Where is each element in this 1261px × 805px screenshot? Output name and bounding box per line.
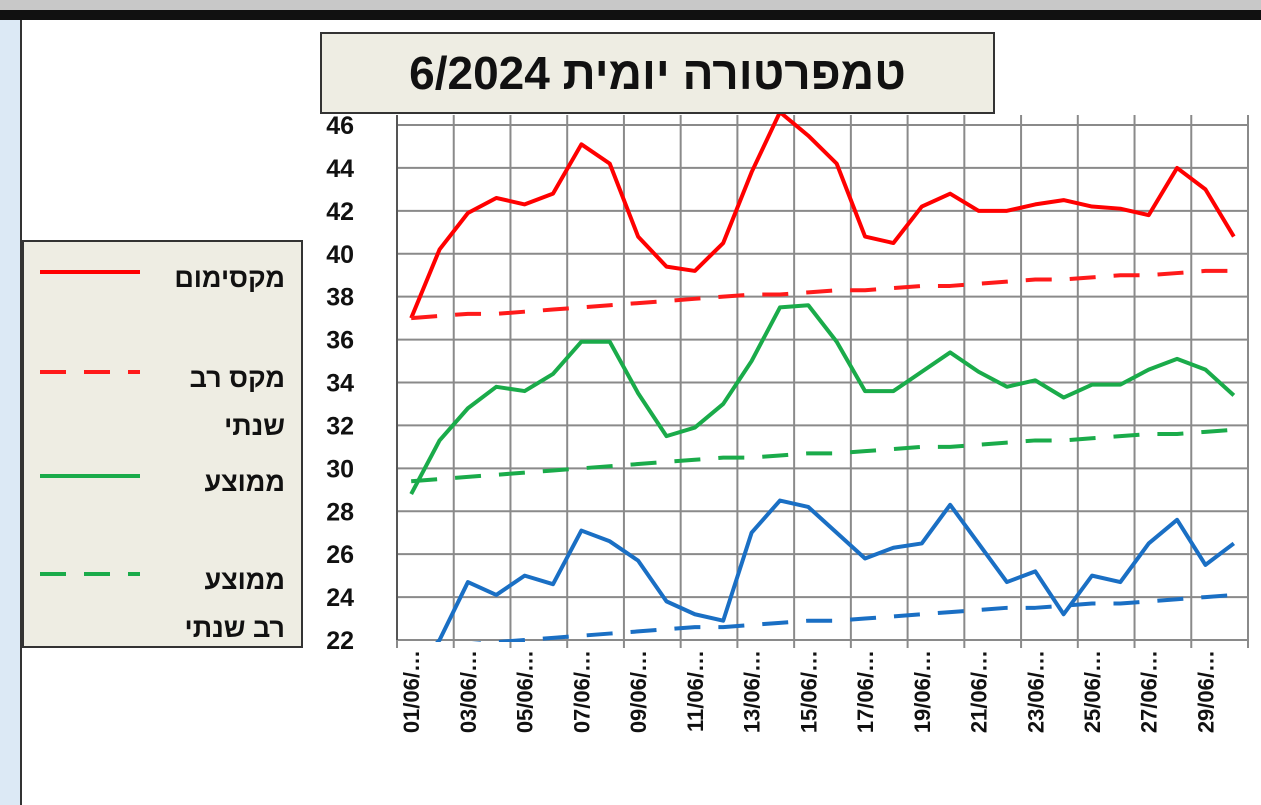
legend-label: מקס רב שנתי bbox=[189, 363, 285, 441]
x-tick-label: 09/06/… bbox=[626, 650, 651, 733]
top-strip bbox=[0, 0, 1261, 10]
y-tick-label: 24 bbox=[326, 584, 354, 612]
y-tick-label: 22 bbox=[326, 627, 354, 655]
legend-swatch bbox=[40, 270, 140, 274]
legend: מקסימום מקס רב שנתי ממוצע ממוצע רב שנתי bbox=[22, 240, 303, 648]
x-tick-label: 07/06/… bbox=[569, 650, 594, 733]
y-tick-label: 36 bbox=[326, 327, 354, 355]
y-tick-label: 40 bbox=[326, 241, 354, 269]
top-bar bbox=[0, 10, 1261, 20]
x-tick-label: 15/06/… bbox=[796, 650, 821, 733]
legend-swatch bbox=[40, 474, 140, 478]
y-tick-label: 38 bbox=[326, 284, 354, 312]
legend-entry: ממוצע bbox=[24, 450, 301, 550]
x-tick-label: 11/06/… bbox=[683, 650, 708, 732]
y-tick-label: 46 bbox=[326, 112, 354, 140]
y-tick-label: 26 bbox=[326, 541, 354, 569]
legend-swatch bbox=[40, 370, 140, 374]
x-tick-label: 23/06/… bbox=[1023, 650, 1048, 733]
dashed-line bbox=[471, 592, 1234, 642]
side-strip bbox=[0, 20, 20, 805]
x-tick-label: 29/06/… bbox=[1193, 650, 1218, 733]
y-tick-label: 42 bbox=[326, 198, 354, 226]
y-tick-label: 32 bbox=[326, 412, 354, 440]
x-tick-label: 01/06/… bbox=[399, 650, 424, 733]
dashed-line bbox=[411, 268, 1234, 321]
legend-entry: מקסימום bbox=[24, 246, 301, 346]
line bbox=[409, 110, 1236, 319]
y-tick-label: 30 bbox=[326, 455, 354, 483]
line bbox=[435, 498, 1236, 642]
legend-entry: ממוצע רב שנתי bbox=[24, 548, 301, 648]
y-tick-label: 34 bbox=[326, 370, 354, 398]
x-tick-label: 25/06/… bbox=[1080, 650, 1105, 733]
x-tick-label: 21/06/… bbox=[967, 650, 992, 733]
y-tick-label: 28 bbox=[326, 498, 354, 526]
x-tick-label: 19/06/… bbox=[910, 650, 935, 733]
legend-swatch bbox=[40, 572, 140, 576]
x-tick-label: 17/06/… bbox=[853, 650, 878, 733]
x-tick-label: 03/06/… bbox=[456, 650, 481, 733]
x-tick-label: 05/06/… bbox=[513, 650, 538, 733]
legend-label: ממוצע bbox=[204, 467, 286, 497]
plot-lines bbox=[409, 110, 1236, 642]
legend-label: ממוצע רב שנתי bbox=[184, 565, 285, 643]
legend-label: מקסימום bbox=[174, 263, 285, 293]
chart-title: טמפרטורה יומית 6/2024 bbox=[320, 32, 995, 114]
x-tick-label: 13/06/… bbox=[740, 650, 765, 733]
axis-labels: 22 24 26 28 30 32 34 36 38 40 42 44 46 01/06/… 03/06/…… bbox=[326, 112, 1218, 733]
y-tick-label: 44 bbox=[326, 155, 354, 183]
dashed-line bbox=[411, 427, 1234, 484]
legend-entry: מקס רב שנתי bbox=[24, 346, 301, 446]
line bbox=[409, 303, 1236, 496]
grid bbox=[396, 115, 1249, 648]
x-tick-label: 27/06/… bbox=[1137, 650, 1162, 733]
